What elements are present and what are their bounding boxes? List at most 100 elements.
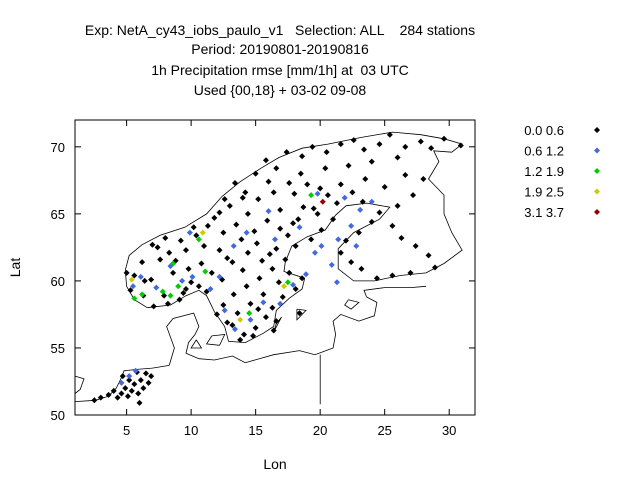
data-point xyxy=(208,269,215,276)
data-point xyxy=(124,393,131,400)
data-point xyxy=(260,291,267,298)
data-point xyxy=(162,235,169,241)
x-tick-label: 10 xyxy=(184,423,198,438)
data-point xyxy=(412,243,419,250)
data-point xyxy=(402,171,409,178)
legend-marker xyxy=(594,209,600,215)
chart-title-line-1: Exp: NetA_cy43_iobs_paulo_v1 Selection: … xyxy=(84,22,476,38)
data-point xyxy=(323,149,330,156)
data-point xyxy=(304,181,311,188)
coastline-outline xyxy=(296,308,307,321)
data-point xyxy=(348,259,355,266)
data-point xyxy=(149,241,156,248)
data-point xyxy=(137,377,144,384)
coastline-outline xyxy=(344,299,360,310)
data-point xyxy=(441,135,448,142)
data-point xyxy=(176,296,183,303)
data-point xyxy=(131,295,138,302)
data-point xyxy=(139,291,146,298)
data-point xyxy=(394,202,401,209)
data-point xyxy=(233,221,240,228)
data-point xyxy=(262,157,269,164)
data-point xyxy=(260,299,267,306)
data-point xyxy=(270,189,277,196)
data-point xyxy=(362,176,369,182)
data-point xyxy=(281,283,288,290)
data-point xyxy=(291,190,298,197)
data-point xyxy=(342,237,349,244)
data-point xyxy=(302,271,309,278)
data-point xyxy=(241,331,248,338)
data-point xyxy=(119,373,126,380)
data-point xyxy=(224,255,231,262)
data-point xyxy=(216,209,223,216)
data-point xyxy=(292,285,299,292)
data-point xyxy=(425,252,432,259)
data-point xyxy=(359,198,366,205)
data-point xyxy=(292,243,299,250)
chart-title-line-4: Used {00,18} + 03-02 09-08 xyxy=(193,82,367,98)
data-point xyxy=(264,217,271,224)
data-point xyxy=(341,194,348,201)
data-point xyxy=(265,178,272,185)
data-point xyxy=(226,202,233,209)
data-point xyxy=(266,251,273,258)
data-point xyxy=(256,275,263,282)
data-point xyxy=(358,265,365,272)
data-point xyxy=(277,206,284,213)
x-tick-label: 25 xyxy=(377,423,391,438)
data-point xyxy=(286,269,293,276)
data-point xyxy=(410,192,417,199)
data-point xyxy=(269,304,276,311)
data-point xyxy=(402,143,409,150)
data-point xyxy=(216,247,223,254)
x-tick-label: 5 xyxy=(123,423,130,438)
data-point xyxy=(237,336,244,343)
data-point xyxy=(239,194,246,201)
data-point xyxy=(221,307,228,314)
data-point xyxy=(394,154,401,161)
y-tick-label: 55 xyxy=(51,341,65,356)
data-point xyxy=(337,249,344,256)
data-point xyxy=(145,379,152,386)
data-point xyxy=(132,367,139,374)
data-point xyxy=(224,319,231,326)
data-point xyxy=(230,291,237,298)
data-point xyxy=(368,158,375,165)
data-point xyxy=(319,198,326,205)
coastline-outline xyxy=(190,339,203,349)
data-point xyxy=(182,247,189,254)
data-point xyxy=(253,240,260,247)
y-tick-label: 65 xyxy=(51,207,65,222)
legend-marker xyxy=(594,188,600,195)
data-point xyxy=(389,222,396,229)
data-point xyxy=(272,236,278,243)
data-point xyxy=(350,137,357,144)
data-point xyxy=(199,229,206,236)
data-point xyxy=(428,145,435,152)
data-point xyxy=(337,181,344,188)
data-point xyxy=(114,394,121,401)
legend-marker xyxy=(594,168,600,174)
data-point xyxy=(193,232,200,239)
data-point xyxy=(177,237,184,244)
data-point xyxy=(244,249,251,256)
data-point xyxy=(182,285,189,292)
data-point xyxy=(312,249,318,256)
x-axis-label: Lon xyxy=(263,456,286,472)
data-point xyxy=(136,399,143,406)
data-point xyxy=(353,243,360,250)
data-point xyxy=(277,300,284,307)
data-point xyxy=(255,306,262,313)
y-tick-label: 70 xyxy=(51,140,65,155)
data-point xyxy=(127,287,134,294)
data-point xyxy=(243,229,250,236)
data-point xyxy=(126,373,133,380)
data-point xyxy=(244,210,251,217)
data-point xyxy=(105,391,112,398)
y-tick-label: 50 xyxy=(51,408,65,423)
data-point xyxy=(220,302,227,309)
data-point xyxy=(128,276,135,283)
data-point xyxy=(141,277,148,284)
data-point xyxy=(148,276,155,283)
